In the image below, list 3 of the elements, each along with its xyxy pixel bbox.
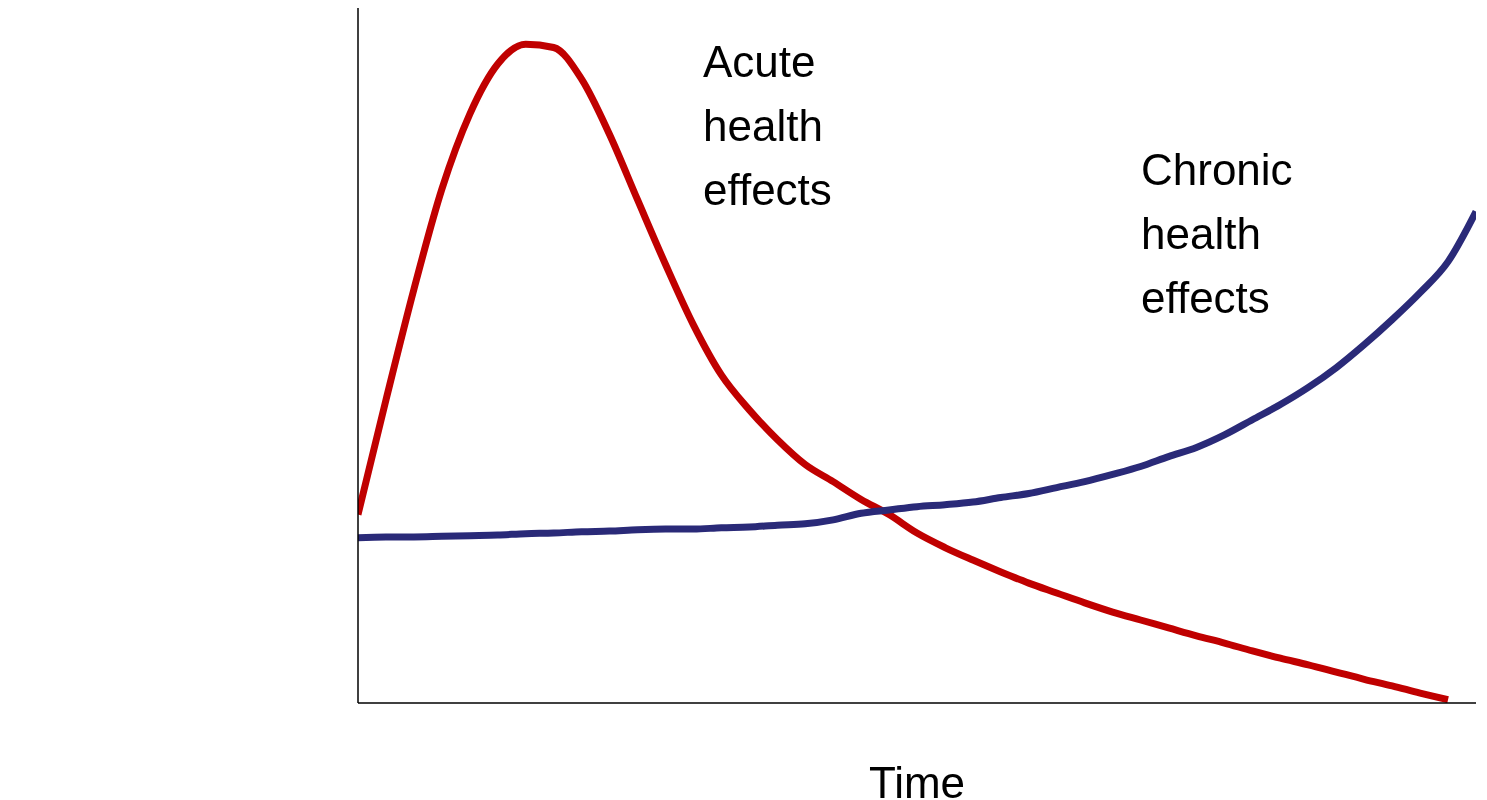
series-label: Acute health effects — [703, 36, 833, 216]
x-axis-title: Time — [868, 758, 966, 800]
series-label: Chronic health effects — [1141, 144, 1294, 324]
